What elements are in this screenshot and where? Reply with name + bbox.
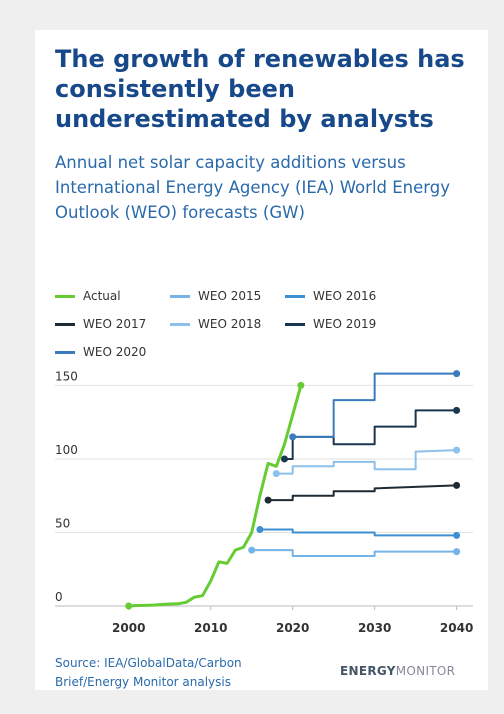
end-point bbox=[280, 455, 288, 463]
chart-title: The growth of renewables has consistentl… bbox=[55, 45, 465, 133]
end-point bbox=[248, 546, 256, 554]
legend: Actual WEO 2015 WEO 2016 WEO 2017 WEO 2018 WE… bbox=[55, 282, 400, 366]
legend-label: WEO 2019 bbox=[313, 317, 377, 331]
y-tick-label: 50 bbox=[55, 516, 70, 530]
legend-item: WEO 2020 bbox=[55, 338, 170, 366]
legend-swatch bbox=[55, 294, 75, 298]
y-tick-label: 100 bbox=[55, 443, 78, 457]
logo-bold: ENERGY bbox=[340, 664, 396, 678]
legend-label: WEO 2016 bbox=[313, 289, 377, 303]
card bbox=[35, 30, 488, 690]
end-point bbox=[453, 370, 461, 378]
x-tick-label: 2000 bbox=[112, 621, 145, 635]
x-tick-label: 2010 bbox=[194, 621, 227, 635]
end-point bbox=[256, 526, 264, 534]
end-point bbox=[264, 496, 272, 504]
logo: ENERGYMONITOR bbox=[340, 664, 455, 678]
chart-subtitle: Annual net solar capacity additions vers… bbox=[55, 153, 451, 222]
legend-item: Actual bbox=[55, 282, 170, 310]
end-point bbox=[289, 433, 297, 441]
legend-label: WEO 2020 bbox=[83, 345, 147, 359]
legend-swatch bbox=[170, 322, 190, 326]
end-point bbox=[453, 446, 461, 454]
legend-label: WEO 2018 bbox=[198, 317, 262, 331]
legend-item: WEO 2016 bbox=[285, 282, 400, 310]
end-point bbox=[453, 481, 461, 489]
legend-item: WEO 2019 bbox=[285, 310, 400, 338]
legend-swatch bbox=[55, 322, 75, 326]
end-point bbox=[453, 406, 461, 414]
x-tick-label: 2020 bbox=[276, 621, 309, 635]
series-line bbox=[276, 449, 457, 475]
end-point bbox=[297, 381, 305, 389]
series-line bbox=[284, 409, 457, 460]
end-point bbox=[272, 470, 280, 478]
legend-swatch bbox=[170, 294, 190, 298]
legend-label: WEO 2017 bbox=[83, 317, 147, 331]
legend-swatch bbox=[285, 294, 305, 298]
legend-label: Actual bbox=[83, 289, 121, 303]
series-line bbox=[292, 372, 457, 438]
legend-swatch bbox=[285, 322, 305, 326]
legend-item: WEO 2015 bbox=[170, 282, 285, 310]
series-line bbox=[128, 385, 303, 608]
source: Source: IEA/GlobalData/Carbon Brief/Ener… bbox=[55, 656, 242, 689]
series-line bbox=[251, 549, 457, 557]
series-line bbox=[268, 484, 457, 502]
legend-item: WEO 2017 bbox=[55, 310, 170, 338]
legend-item: WEO 2018 bbox=[170, 310, 285, 338]
x-tick-label: 2040 bbox=[440, 621, 473, 635]
legend-swatch bbox=[55, 350, 75, 354]
y-tick-label: 150 bbox=[55, 369, 78, 383]
legend-label: WEO 2015 bbox=[198, 289, 262, 303]
series-line bbox=[259, 528, 457, 537]
end-point bbox=[125, 602, 133, 610]
end-point bbox=[453, 531, 461, 539]
end-point bbox=[453, 548, 461, 556]
logo-light: MONITOR bbox=[395, 664, 456, 678]
x-tick-label: 2030 bbox=[358, 621, 391, 635]
y-tick-label: 0 bbox=[55, 590, 63, 604]
